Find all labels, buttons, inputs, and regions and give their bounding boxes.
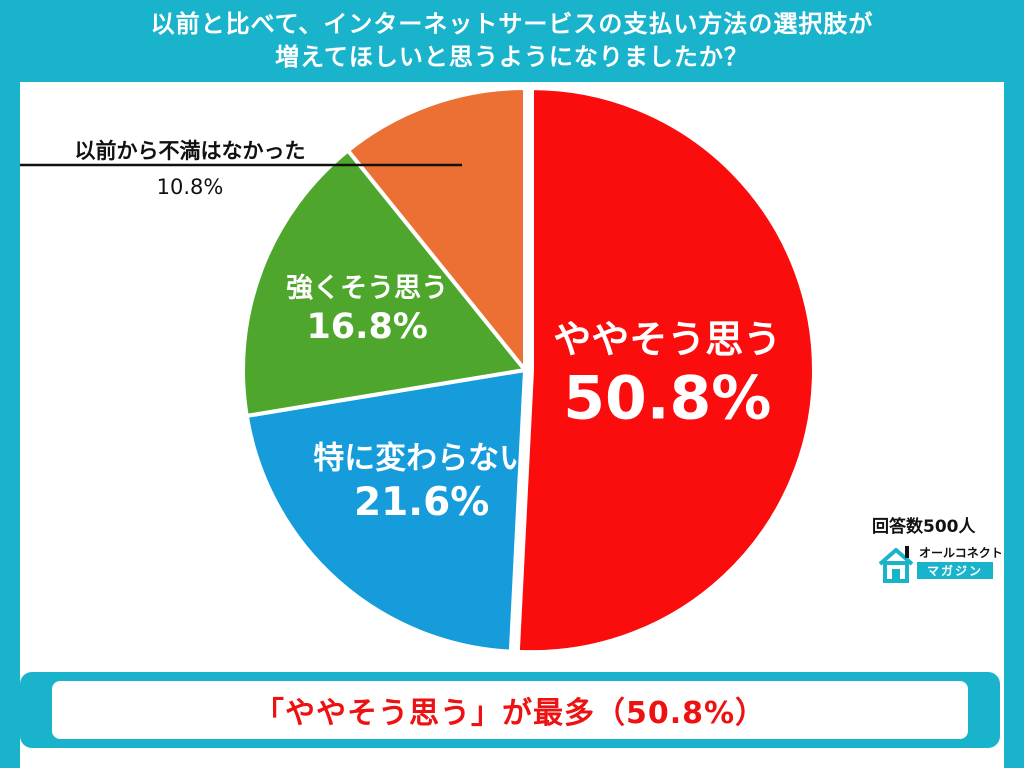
house-icon xyxy=(878,546,914,583)
logo-text-top: オールコネクト xyxy=(919,546,1003,560)
summary-text: 「ややそう思う」が最多（50.8%） xyxy=(253,696,767,731)
summary-box: 「ややそう思う」が最多（50.8%） xyxy=(52,681,968,739)
slice-value-no-complaint: 10.8% xyxy=(157,175,224,199)
pie-slice-slight-agree xyxy=(515,86,816,655)
pie-slice-no-change xyxy=(244,368,527,654)
slice-value-strong-agree: 16.8% xyxy=(306,307,427,347)
slice-value-no-change: 21.6% xyxy=(354,480,489,525)
brand-logo: オールコネクト マガジン xyxy=(877,544,1003,584)
chart-panel: ややそう思う 50.8% 特に変わらない 21.6% 強くそう思う 16.8% 以前から不満… xyxy=(20,82,1004,768)
slice-value-slight-agree: 50.8% xyxy=(563,364,771,434)
slice-label-slight-agree: ややそう思う xyxy=(553,318,781,362)
logo-text-bottom: マガジン xyxy=(917,562,993,579)
slice-label-no-change: 特に変わらない xyxy=(313,441,530,477)
chart-title-line-2: 増えてほしいと思うようになりましたか？ xyxy=(275,43,749,71)
slice-label-strong-agree: 強くそう思う xyxy=(286,273,448,304)
chart-title-line-1: 以前と比べて、インターネットサービスの支払い方法の選択肢が xyxy=(150,10,874,38)
respondent-count: 回答数500人 xyxy=(872,517,976,537)
pie-slice-no-complaint xyxy=(345,86,527,372)
summary-banner: 「ややそう思う」が最多（50.8%） xyxy=(20,672,1000,748)
chart-title: 以前と比べて、インターネットサービスの支払い方法の選択肢が 増えてほしいと思うよ… xyxy=(0,0,1024,82)
pie-slice-strong-agree xyxy=(241,148,527,418)
slice-label-no-complaint: 以前から不満はなかった xyxy=(75,139,306,163)
